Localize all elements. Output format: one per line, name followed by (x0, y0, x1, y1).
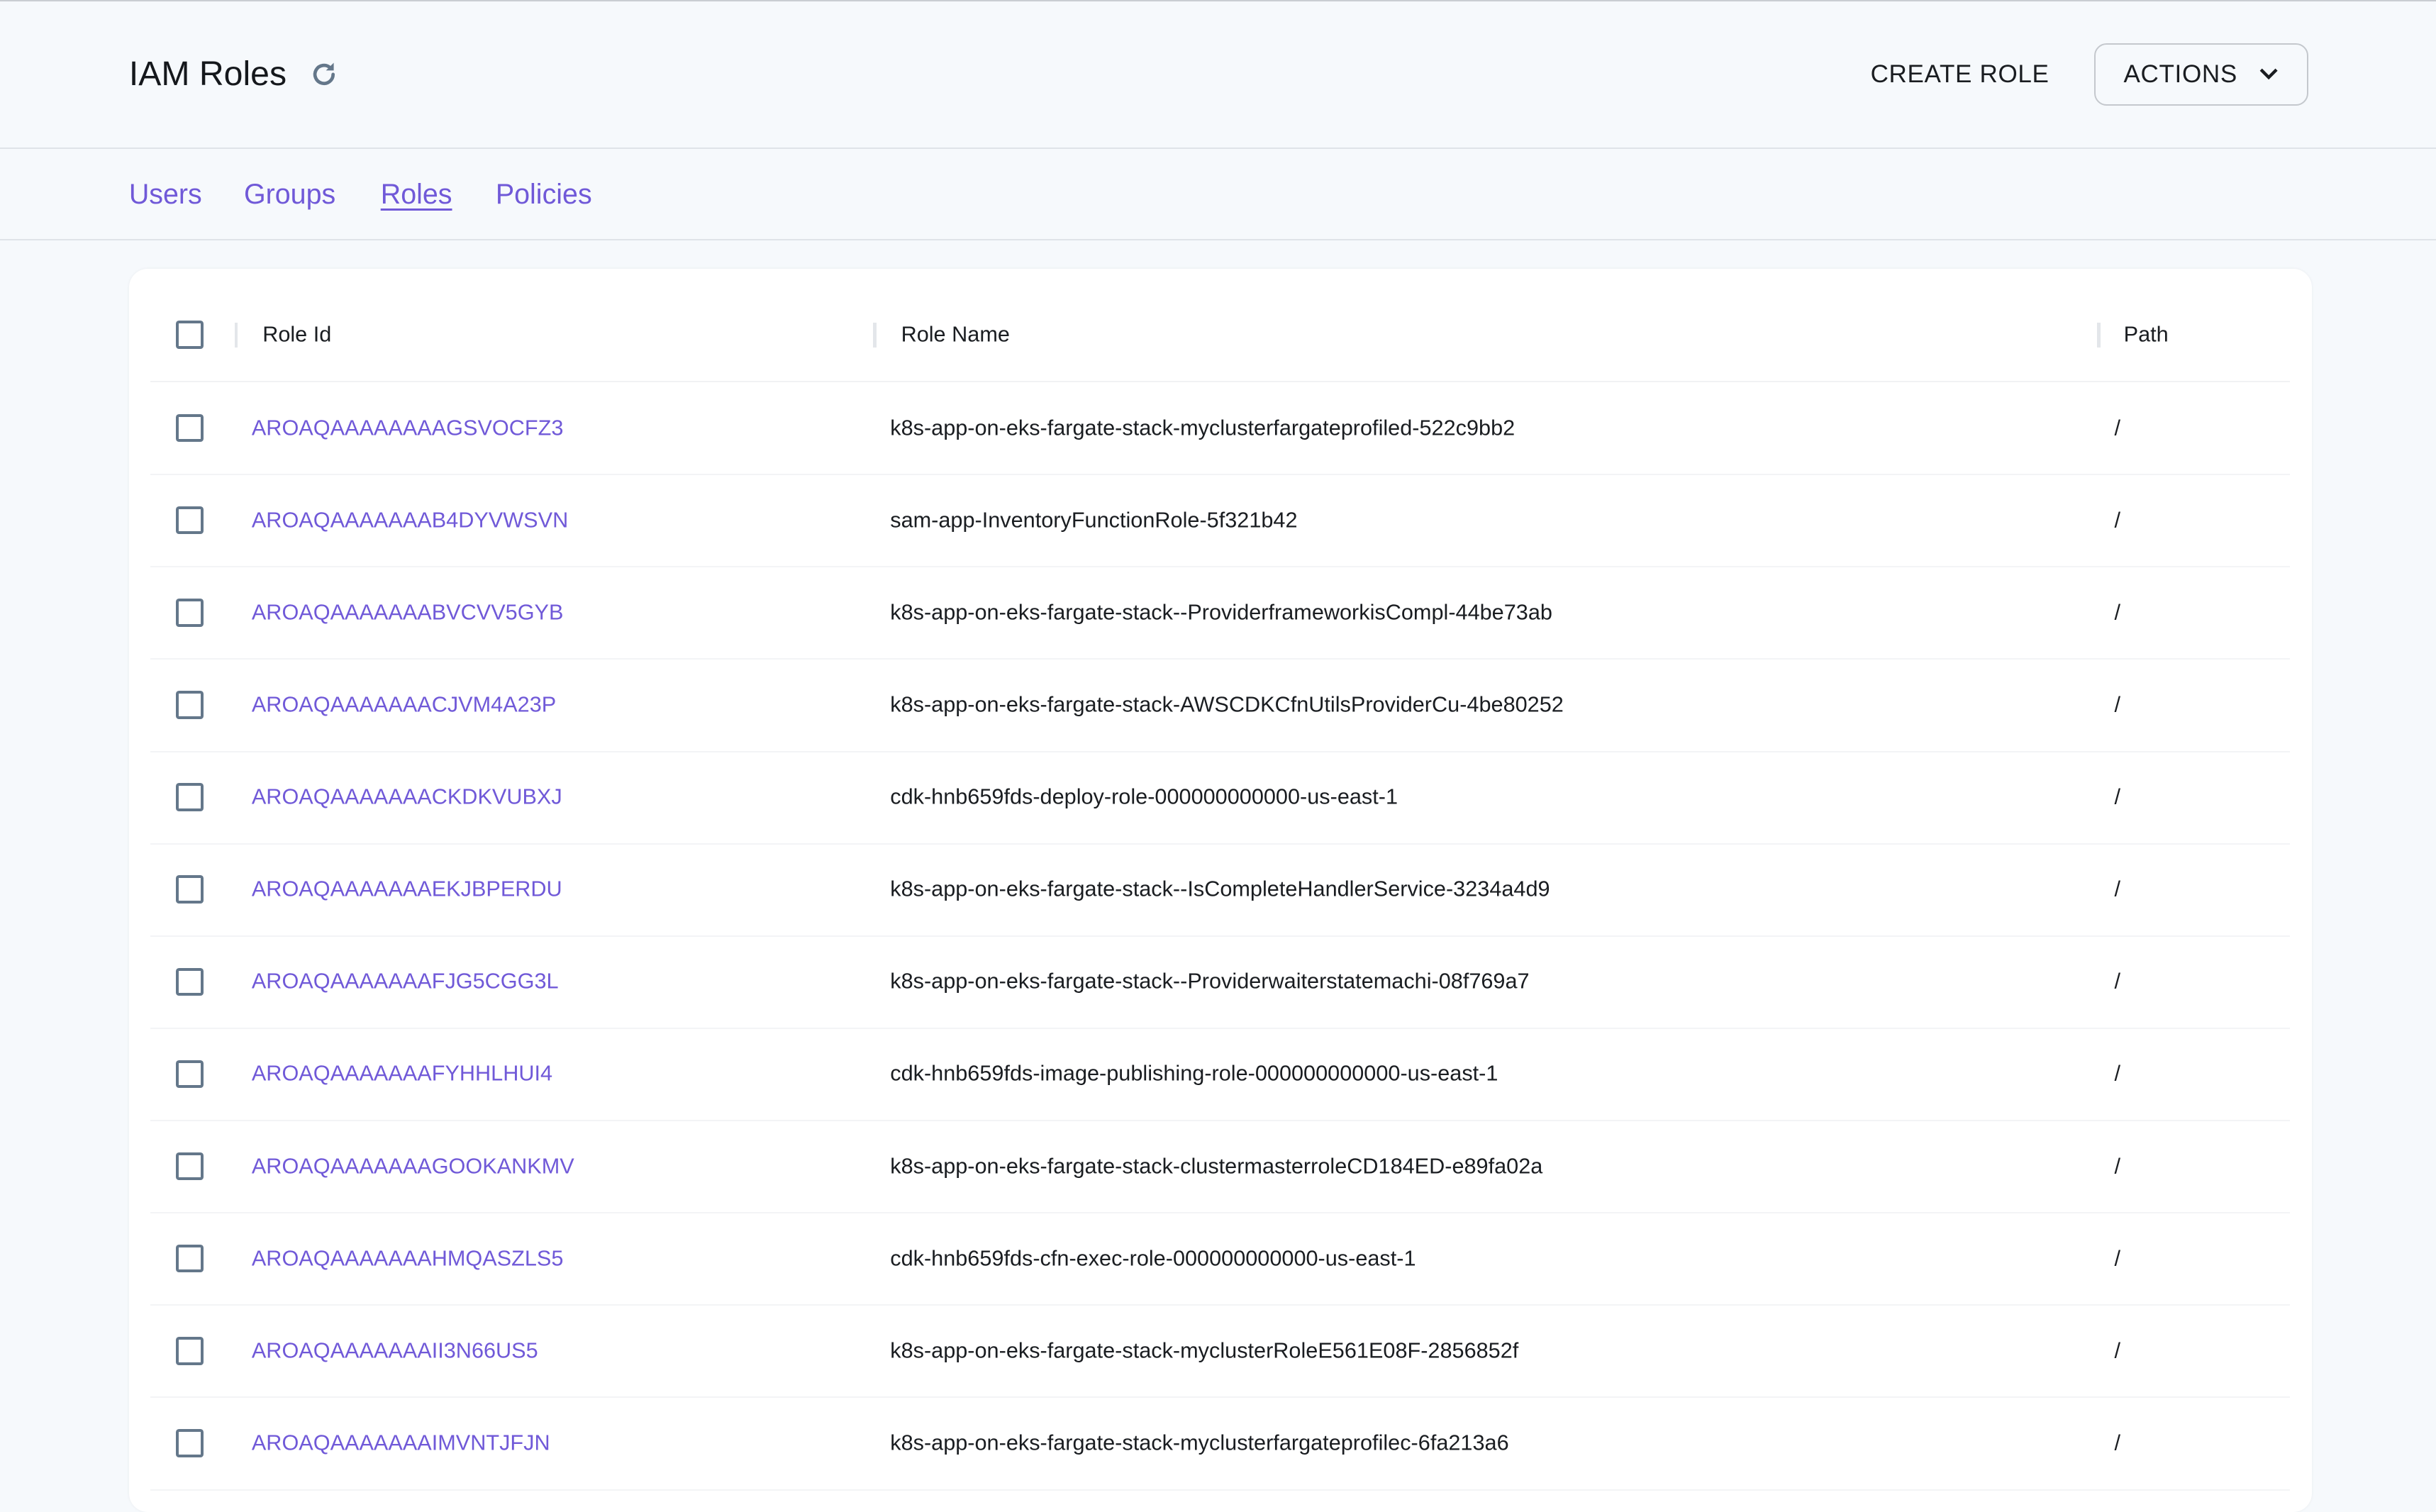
column-header-path[interactable]: Path (2123, 322, 2169, 347)
role-path: / (2114, 969, 2121, 994)
role-name: cdk-hnb659fds-deploy-role-000000000000-u… (890, 784, 1398, 809)
actions-label: ACTIONS (2123, 60, 2237, 88)
tab-bar: Users Groups Roles Policies (0, 149, 2436, 240)
row-checkbox[interactable] (175, 783, 204, 811)
column-header-role-name[interactable]: Role Name (901, 322, 1010, 347)
page-header: IAM Roles CREATE ROLE ACTIONS (0, 1, 2436, 149)
row-checkbox[interactable] (175, 1060, 204, 1089)
role-id-link[interactable]: AROAQAAAAAAAGOOKANKMV (251, 1154, 574, 1179)
table-row: AROAQAAAAAAACKDKVUBXJ cdk-hnb659fds-deplo… (150, 751, 2291, 845)
column-divider (2097, 322, 2101, 348)
row-checkbox[interactable] (175, 691, 204, 719)
page-title-group: IAM Roles (129, 54, 340, 94)
tab-users[interactable]: Users (128, 178, 202, 210)
row-checkbox[interactable] (175, 967, 204, 996)
column-header-role-id[interactable]: Role Id (262, 322, 332, 347)
roles-table: Role Id Role Name Path AROAQAAAAAAAAGSVO… (128, 268, 2312, 1512)
role-path: / (2114, 692, 2121, 717)
column-divider (873, 322, 877, 348)
table-header: Role Id Role Name Path (150, 289, 2291, 382)
role-id-link[interactable]: AROAQAAAAAAAIMVNTJFJN (251, 1430, 550, 1455)
role-name: sam-app-InventoryFunctionRole-5f321b42 (890, 508, 1298, 533)
select-all-checkbox[interactable] (175, 321, 204, 349)
role-name: cdk-hnb659fds-image-publishing-role-0000… (890, 1061, 1498, 1086)
role-path: / (2114, 1061, 2121, 1086)
page-title: IAM Roles (128, 55, 287, 94)
table-row: AROAQAAAAAAAHMQASZLS5 cdk-hnb659fds-cfn-e… (150, 1213, 2291, 1306)
role-id-link[interactable]: AROAQAAAAAAACKDKVUBXJ (251, 784, 562, 809)
role-path: / (2114, 600, 2121, 625)
actions-dropdown[interactable]: ACTIONS (2094, 43, 2309, 106)
role-name: k8s-app-on-eks-fargate-stack-myclusterfa… (890, 416, 1515, 440)
role-id-link[interactable]: AROAQAAAAAAABVCVV5GYB (251, 600, 564, 625)
role-name: k8s-app-on-eks-fargate-stack--Providerfr… (890, 600, 1552, 625)
create-role-button[interactable]: CREATE ROLE (1870, 60, 2050, 89)
table-row: AROAQAAAAAAAB4DYVWSVN sam-app-InventoryFu… (150, 474, 2291, 568)
role-path: / (2114, 1246, 2121, 1271)
role-name: k8s-app-on-eks-fargate-stack-myclusterRo… (890, 1338, 1519, 1363)
chevron-down-icon (2259, 68, 2278, 80)
role-path: / (2114, 784, 2121, 809)
table-row: AROAQAAAAAAAII3N66US5 k8s-app-on-eks-farg… (150, 1305, 2291, 1399)
column-divider (234, 322, 238, 348)
role-path: / (2114, 1430, 2121, 1455)
row-checkbox[interactable] (175, 1429, 204, 1457)
role-name: k8s-app-on-eks-fargate-stack-AWSCDKCfnUt… (890, 692, 1564, 717)
row-checkbox[interactable] (175, 1152, 204, 1181)
table-row: AROAQAAAAAAAFYHHLHUI4 cdk-hnb659fds-image… (150, 1028, 2291, 1122)
tab-groups[interactable]: Groups (243, 178, 336, 210)
table-row: AROAQAAAAAAAGOOKANKMV k8s-app-on-eks-farg… (150, 1121, 2291, 1214)
tab-roles[interactable]: Roles (380, 178, 452, 210)
table-row: AROAQAAAAAAABVCVV5GYB k8s-app-on-eks-farg… (150, 567, 2291, 660)
role-name: k8s-app-on-eks-fargate-stack-myclusterfa… (890, 1430, 1509, 1455)
role-id-link[interactable]: AROAQAAAAAAACJVM4A23P (251, 692, 557, 717)
role-name: cdk-hnb659fds-cfn-exec-role-000000000000… (890, 1246, 1416, 1271)
role-path: / (2114, 508, 2121, 533)
row-checkbox[interactable] (175, 506, 204, 535)
row-checkbox[interactable] (175, 599, 204, 627)
refresh-icon[interactable] (308, 59, 340, 90)
role-id-link[interactable]: AROAQAAAAAAAB4DYVWSVN (251, 508, 569, 533)
role-id-link[interactable]: AROAQAAAAAAAEKJBPERDU (251, 877, 562, 901)
row-checkbox[interactable] (175, 1244, 204, 1273)
table-row: AROAQAAAAAAAAGSVOCFZ3 k8s-app-on-eks-farg… (150, 382, 2291, 476)
role-path: / (2114, 877, 2121, 901)
role-name: k8s-app-on-eks-fargate-stack-clustermast… (890, 1154, 1543, 1179)
table-row: AROAQAAAAAAAFJG5CGG3L k8s-app-on-eks-farg… (150, 936, 2291, 1029)
row-checkbox[interactable] (175, 1337, 204, 1365)
role-path: / (2114, 1338, 2121, 1363)
role-path: / (2114, 1154, 2121, 1179)
role-id-link[interactable]: AROAQAAAAAAAAGSVOCFZ3 (251, 416, 564, 440)
role-id-link[interactable]: AROAQAAAAAAAHMQASZLS5 (251, 1246, 564, 1271)
tab-policies[interactable]: Policies (495, 178, 592, 210)
role-id-link[interactable]: AROAQAAAAAAAII3N66US5 (251, 1338, 538, 1363)
table-row: AROAQAAAAAAACJVM4A23P k8s-app-on-eks-farg… (150, 659, 2291, 752)
role-id-link[interactable]: AROAQAAAAAAAFJG5CGG3L (251, 969, 559, 994)
role-id-link[interactable]: AROAQAAAAAAAFYHHLHUI4 (251, 1061, 553, 1086)
role-name: k8s-app-on-eks-fargate-stack--IsComplete… (890, 877, 1550, 901)
role-path: / (2114, 416, 2121, 440)
table-row: AROAQAAAAAAAEKJBPERDU k8s-app-on-eks-farg… (150, 844, 2291, 937)
table-row: AROAQAAAAAAAIMVNTJFJN k8s-app-on-eks-farg… (150, 1397, 2291, 1491)
row-checkbox[interactable] (175, 875, 204, 904)
row-checkbox[interactable] (175, 413, 204, 443)
role-name: k8s-app-on-eks-fargate-stack--Providerwa… (890, 969, 1530, 994)
